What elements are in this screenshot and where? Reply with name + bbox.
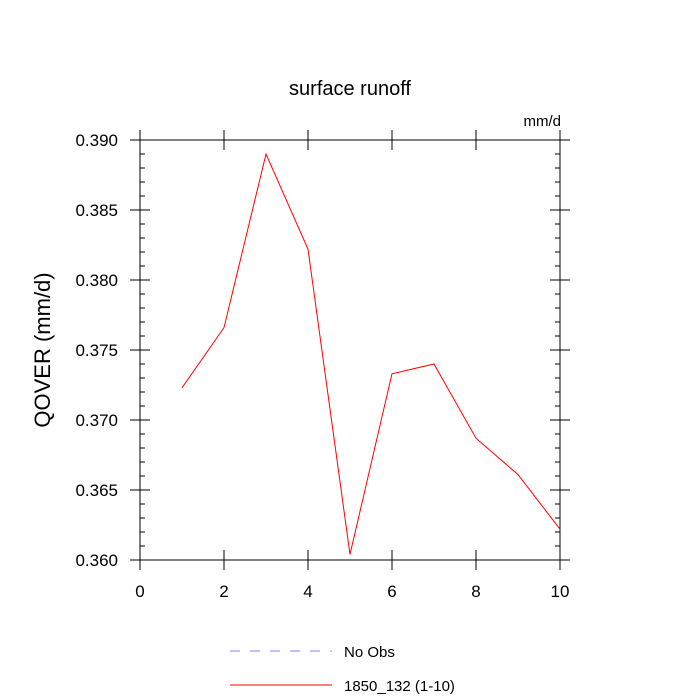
y-tick-label: 0.370	[75, 411, 118, 430]
y-axis-label: QOVER (mm/d)	[30, 272, 55, 427]
y-tick-label: 0.380	[75, 271, 118, 290]
legend-label: No Obs	[344, 644, 395, 661]
y-tick-label: 0.375	[75, 341, 118, 360]
x-tick-label: 10	[551, 582, 570, 601]
plot-frame	[139, 139, 561, 561]
x-tick-label: 6	[387, 582, 396, 601]
y-tick-label: 0.360	[75, 551, 118, 570]
series-line	[181, 152, 561, 555]
x-tick-label: 8	[471, 582, 480, 601]
legend-label: 1850_132 (1-10)	[344, 678, 455, 695]
units-label: mm/d	[524, 113, 562, 130]
y-tick-label: 0.385	[75, 201, 118, 220]
y-tick-label: 0.390	[75, 131, 118, 150]
legend: No Obs 1850_132 (1-10)	[230, 644, 455, 695]
y-tick-label: 0.365	[75, 481, 118, 500]
axis-ticks	[130, 130, 570, 570]
series-layer	[181, 152, 561, 555]
chart-title: surface runoff	[289, 78, 411, 100]
x-tick-label: 4	[303, 582, 312, 601]
tick-labels: 0 2 4 6 8 10 0.360 0.365 0.370 0.375 0.380 0.385 0.3…	[75, 131, 569, 601]
x-tick-label: 2	[219, 582, 228, 601]
x-tick-label: 0	[135, 582, 144, 601]
